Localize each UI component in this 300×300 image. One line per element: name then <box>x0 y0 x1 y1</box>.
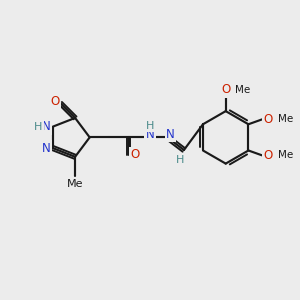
Text: O: O <box>131 148 140 161</box>
Text: Me: Me <box>67 179 83 189</box>
Text: O: O <box>221 83 230 96</box>
Text: Me: Me <box>278 150 293 160</box>
Text: H: H <box>146 121 154 131</box>
Text: O: O <box>263 149 272 162</box>
Text: O: O <box>50 95 59 108</box>
Text: N: N <box>166 128 175 141</box>
Text: Me: Me <box>278 114 293 124</box>
Text: H: H <box>176 155 184 165</box>
Text: N: N <box>42 120 50 133</box>
Text: Me: Me <box>236 85 251 95</box>
Text: H: H <box>34 122 42 132</box>
Text: N: N <box>146 128 154 141</box>
Text: O: O <box>263 113 272 126</box>
Text: N: N <box>42 142 50 154</box>
